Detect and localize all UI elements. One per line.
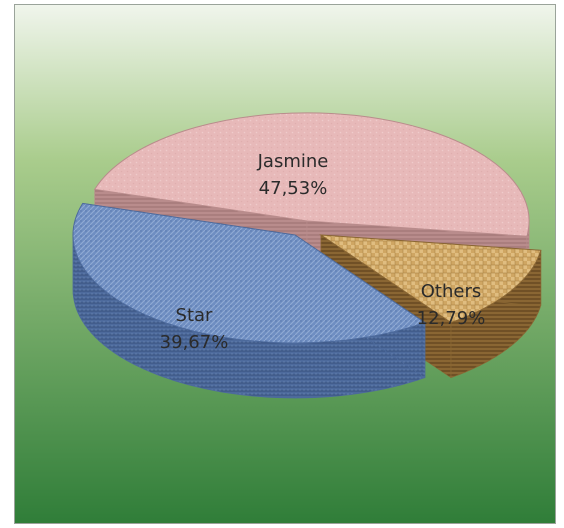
pie-chart: Jasmine 47,53% Others 12,79% Star 39,67% <box>15 5 555 523</box>
pie-slice-star <box>72 202 427 399</box>
pie-slice-top-jasmine <box>93 112 530 237</box>
slice-label-jasmine: Jasmine <box>257 151 329 172</box>
pie-chart-frame: Jasmine 47,53% Others 12,79% Star 39,67% <box>14 4 556 524</box>
slice-value-star: 39,67% <box>160 332 229 353</box>
slice-value-others: 12,79% <box>417 308 486 329</box>
pie-slice-top-star <box>72 202 427 344</box>
slice-label-star: Star <box>176 305 214 326</box>
pie-slice-top-others <box>319 234 542 324</box>
slice-label-others: Others <box>421 281 482 302</box>
slice-value-jasmine: 47,53% <box>259 178 328 199</box>
